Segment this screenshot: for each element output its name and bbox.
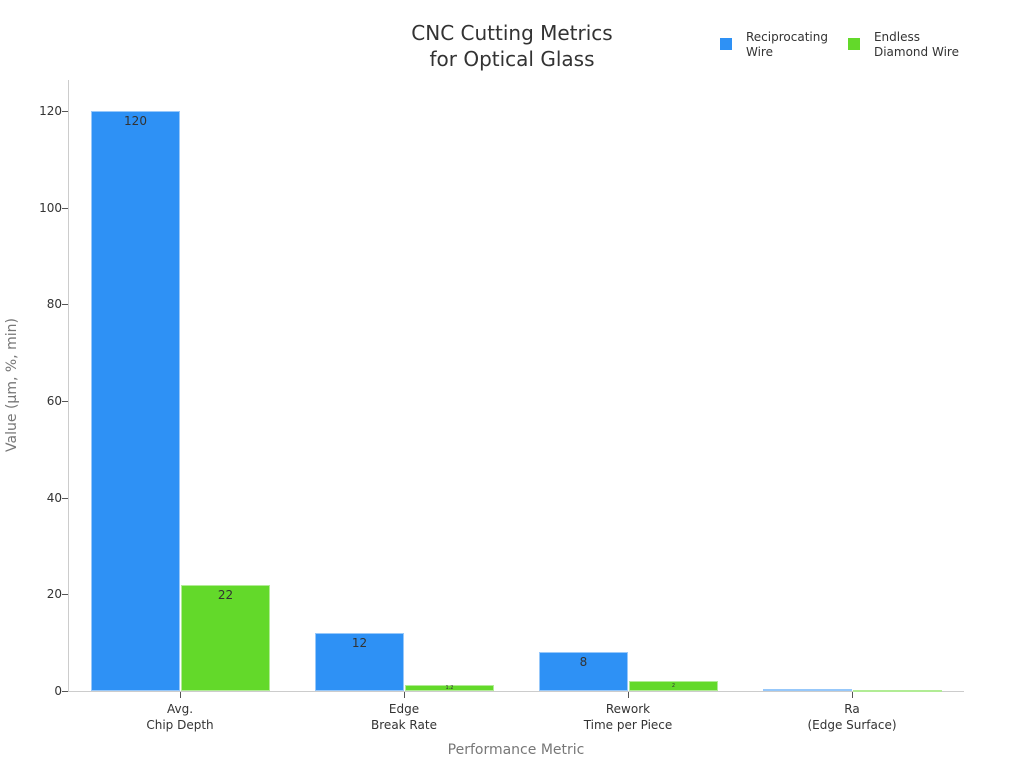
chart-title-line-1: CNC Cutting Metrics bbox=[411, 21, 613, 45]
x-axis bbox=[68, 691, 964, 692]
legend-label-endless: Endless Diamond Wire bbox=[873, 30, 959, 59]
y-tick-label: 120 bbox=[39, 104, 62, 118]
legend-swatch-endless bbox=[847, 38, 860, 50]
y-tick-label: 80 bbox=[46, 297, 62, 312]
x-axis-title: Performance Metric bbox=[447, 742, 585, 758]
y-tick bbox=[62, 691, 68, 692]
legend: Reciprocating Wire Endless Diamond Wire bbox=[720, 30, 959, 60]
bar-endless-2[interactable] bbox=[629, 681, 718, 691]
bar-reciprocating-2[interactable] bbox=[539, 652, 628, 691]
x-tick bbox=[180, 692, 181, 698]
legend-label-reciprocating: Reciprocating Wire bbox=[746, 30, 828, 59]
y-tick bbox=[62, 497, 68, 499]
legend-item-reciprocating[interactable]: Reciprocating Wire bbox=[720, 30, 828, 60]
y-tick bbox=[62, 594, 68, 596]
bar-value-label: 8 bbox=[579, 655, 588, 670]
bar-value-label: 120 bbox=[124, 114, 147, 128]
legend-item-endless[interactable]: Endless Diamond Wire bbox=[847, 30, 959, 60]
chart-title-line-2: for Optical Glass bbox=[429, 47, 595, 71]
y-tick-label: 60 bbox=[46, 394, 62, 408]
bar-value-label: 22 bbox=[217, 587, 234, 602]
bar-value-label: 1.2 bbox=[445, 685, 454, 692]
x-tick-label: Avg. Chip Depth bbox=[146, 702, 214, 732]
legend-swatch-reciprocating bbox=[720, 38, 732, 50]
x-tick bbox=[852, 692, 853, 698]
bar-reciprocating-1[interactable] bbox=[315, 633, 404, 691]
y-tick bbox=[62, 401, 68, 402]
bar-endless-3[interactable] bbox=[853, 690, 942, 692]
y-axis bbox=[68, 80, 69, 692]
x-tick bbox=[628, 692, 629, 698]
x-tick-label: Edge Break Rate bbox=[371, 702, 437, 732]
x-tick-label: Rework Time per Piece bbox=[583, 702, 673, 732]
bar-reciprocating-0[interactable] bbox=[91, 111, 180, 691]
y-tick bbox=[62, 207, 68, 209]
bar-reciprocating-3[interactable] bbox=[763, 689, 852, 692]
y-tick-label: 40 bbox=[46, 490, 62, 505]
x-tick bbox=[404, 692, 405, 698]
chart-title: CNC Cutting Metrics for Optical Glass bbox=[362, 20, 662, 72]
y-tick-label: 20 bbox=[46, 587, 62, 602]
y-axis-title: Value (µm, %, min) bbox=[4, 318, 20, 452]
bar-endless-1[interactable] bbox=[405, 685, 494, 691]
y-tick bbox=[62, 304, 68, 306]
y-tick-label: 0 bbox=[54, 684, 62, 698]
y-tick bbox=[62, 111, 68, 112]
bar-endless-0[interactable] bbox=[181, 584, 270, 691]
y-tick-label: 100 bbox=[39, 200, 62, 215]
x-tick-label: Ra (Edge Surface) bbox=[807, 702, 897, 732]
bar-value-label: 12 bbox=[351, 636, 368, 650]
bar-value-label: 2 bbox=[671, 683, 676, 690]
